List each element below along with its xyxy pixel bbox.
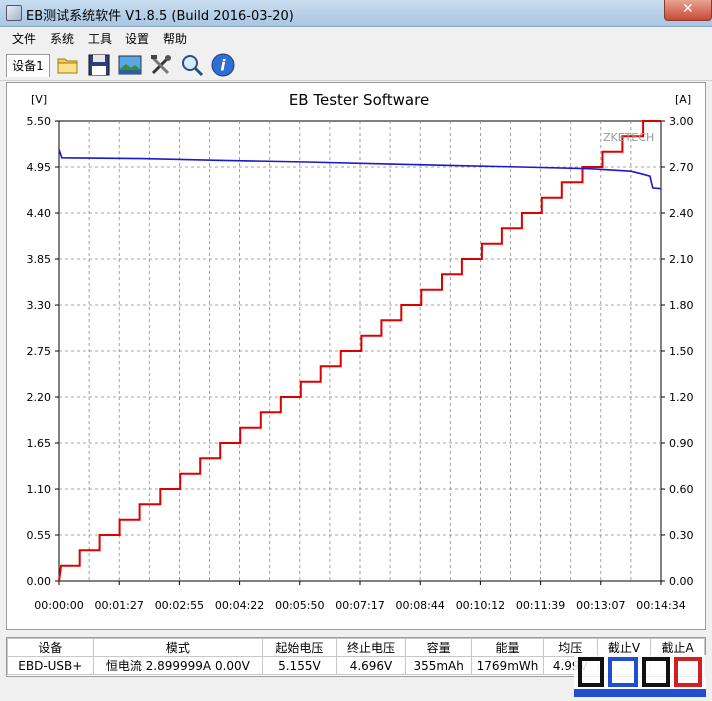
y-right-tick-label: 0.00 [669, 575, 694, 588]
y-left-tick-label: 4.95 [27, 161, 52, 174]
x-tick-label: 00:14:34 [636, 599, 685, 612]
x-tick-label: 00:02:55 [155, 599, 204, 612]
header-mode: 模式 [92, 638, 264, 657]
cell-end-voltage: 4.696V [335, 656, 407, 675]
chart-panel: EB Tester Software [V] [A] 5.50 4.95 4.40 3… [6, 82, 706, 630]
y-right-tick-label: 2.40 [669, 207, 694, 220]
x-tick-label: 00:13:07 [576, 599, 625, 612]
image-icon[interactable] [117, 52, 143, 78]
save-icon[interactable] [86, 52, 112, 78]
x-tick-label: 00:10:12 [456, 599, 505, 612]
menu-bar: 文件 系统 工具 设置 帮助 [0, 27, 712, 47]
header-device: 设备 [7, 638, 94, 657]
y-right-tick-label: 0.30 [669, 529, 694, 542]
chart-title: EB Tester Software [289, 91, 429, 109]
y-right-unit: [A] [675, 93, 691, 106]
x-tick-label: 00:11:39 [516, 599, 565, 612]
watermark-logo [574, 653, 706, 697]
close-icon: ✕ [682, 1, 694, 17]
svg-text:i: i [220, 57, 226, 75]
cell-device: EBD-USB+ [7, 656, 94, 675]
y-right-tick-label: 1.50 [669, 345, 694, 358]
legend-text: ZKETECH [603, 131, 654, 144]
tab-device-1[interactable]: 设备1 [6, 54, 50, 77]
menu-tools[interactable]: 工具 [88, 32, 113, 46]
title-bar: EB测试系统软件 V1.8.5 (Build 2016-03-20) ✕ [0, 0, 712, 27]
y-right-tick-label: 0.90 [669, 437, 694, 450]
menu-settings[interactable]: 设置 [125, 32, 150, 46]
app-icon [6, 5, 22, 21]
header-end-voltage: 终止电压 [335, 638, 407, 657]
x-tick-label: 00:00:00 [34, 599, 83, 612]
y-left-tick-label: 3.30 [27, 299, 52, 312]
y-left-tick-label: 5.50 [27, 115, 52, 128]
header-capacity: 容量 [405, 638, 473, 657]
x-tick-label: 00:01:27 [94, 599, 143, 612]
close-button[interactable]: ✕ [664, 0, 712, 21]
cell-capacity: 355mAh [405, 656, 473, 675]
y-left-tick-label: 0.00 [27, 575, 52, 588]
window-title: EB测试系统软件 V1.8.5 (Build 2016-03-20) [26, 9, 294, 24]
y-left-tick-label: 3.85 [27, 253, 52, 266]
cell-mode: 恒电流 2.899999A 0.00V [92, 656, 264, 675]
y-right-tick-label: 2.10 [669, 253, 694, 266]
y-axis-right: 3.00 2.70 2.40 2.10 1.80 1.50 1.20 0.90 0.60 0.30… [661, 115, 694, 588]
y-right-tick-label: 1.20 [669, 391, 694, 404]
x-tick-label: 00:05:50 [275, 599, 324, 612]
y-left-tick-label: 2.20 [27, 391, 52, 404]
menu-file[interactable]: 文件 [12, 32, 37, 46]
x-tick-label: 00:08:44 [395, 599, 444, 612]
series-line-voltage [58, 149, 662, 190]
y-left-tick-label: 1.10 [27, 483, 52, 496]
y-right-tick-label: 1.80 [669, 299, 694, 312]
series-line-current [58, 120, 661, 582]
menu-help[interactable]: 帮助 [163, 32, 188, 46]
x-tick-label: 00:07:17 [335, 599, 384, 612]
tools-icon[interactable] [148, 52, 174, 78]
x-tick-label: 00:04:22 [215, 599, 264, 612]
stats-header-row: 设备 模式 起始电压 终止电压 容量 能量 均压 截止V 截止A [7, 638, 705, 657]
menu-system[interactable]: 系统 [50, 32, 75, 46]
info-icon[interactable]: i [210, 52, 236, 78]
y-right-tick-label: 0.60 [669, 483, 694, 496]
y-right-tick-label: 2.70 [669, 161, 694, 174]
chart: EB Tester Software [V] [A] 5.50 4.95 4.40 3… [27, 91, 694, 612]
header-start-voltage: 起始电压 [262, 638, 337, 657]
y-left-tick-label: 2.75 [27, 345, 52, 358]
header-energy: 能量 [471, 638, 544, 657]
cell-start-voltage: 5.155V [262, 656, 337, 675]
y-left-unit: [V] [31, 93, 47, 106]
x-axis: 00:00:00 00:01:27 00:02:55 00:04:22 00:05:50… [34, 581, 686, 612]
y-axis-left: 5.50 4.95 4.40 3.85 3.30 2.75 2.20 1.65 1.10 0.55… [27, 115, 59, 588]
folder-open-icon[interactable] [55, 52, 81, 78]
y-left-tick-label: 1.65 [27, 437, 52, 450]
cell-energy: 1769mWh [471, 656, 544, 675]
magnifier-icon[interactable] [179, 52, 205, 78]
toolbar: 设备1 i [0, 48, 712, 81]
y-left-tick-label: 4.40 [27, 207, 52, 220]
y-left-tick-label: 0.55 [27, 529, 52, 542]
y-right-tick-label: 3.00 [669, 115, 694, 128]
